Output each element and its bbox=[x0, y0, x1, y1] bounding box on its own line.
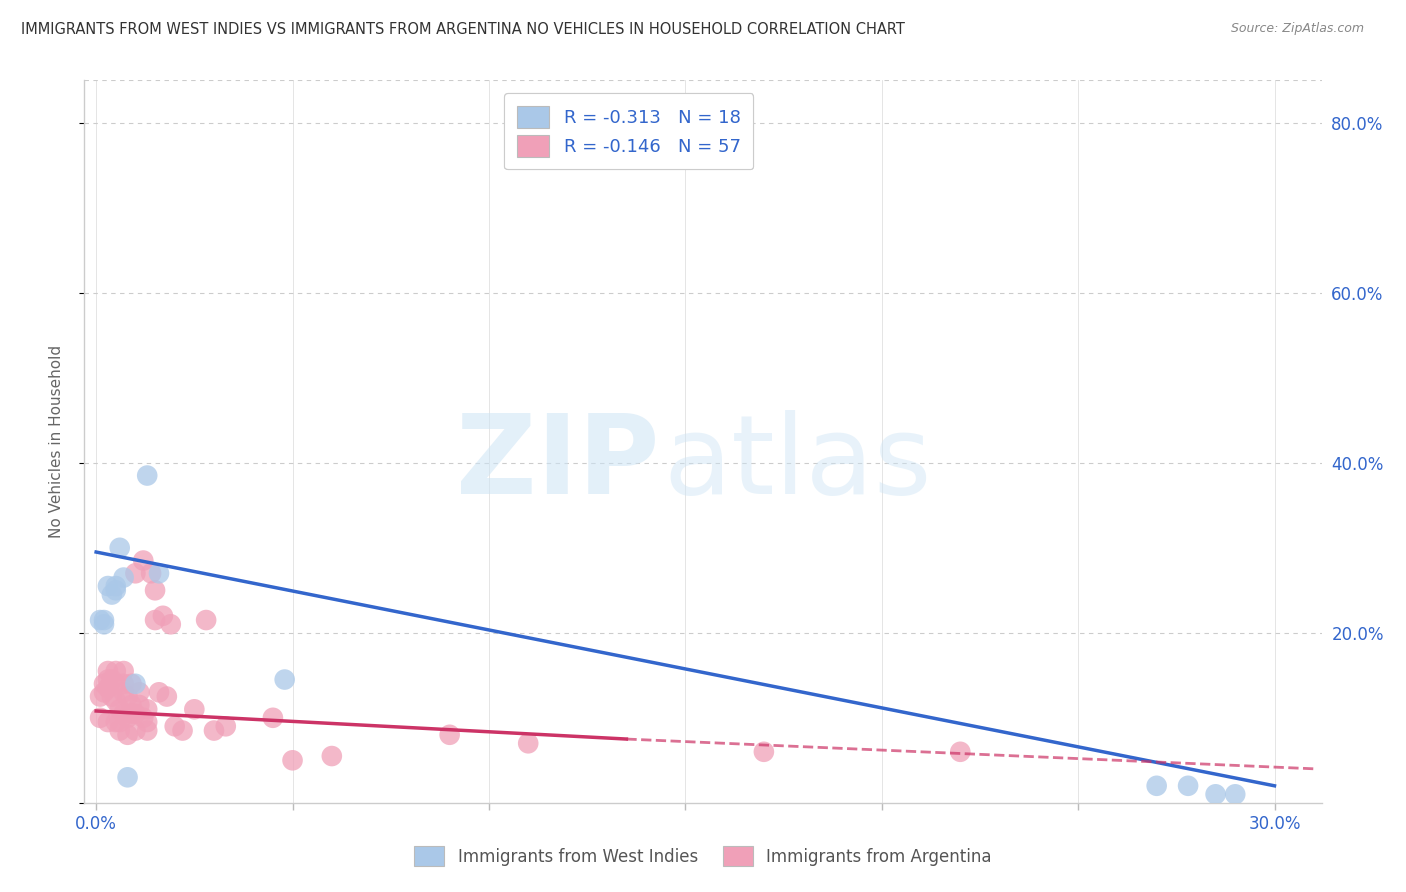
Point bbox=[97, 664, 120, 678]
Point bbox=[93, 685, 115, 699]
Point bbox=[949, 745, 972, 759]
Point bbox=[93, 617, 115, 632]
Point bbox=[101, 588, 124, 602]
Point bbox=[101, 673, 124, 687]
Point bbox=[148, 685, 170, 699]
Point bbox=[143, 583, 166, 598]
Point bbox=[104, 579, 127, 593]
Point bbox=[132, 553, 155, 567]
Point bbox=[439, 728, 461, 742]
Point bbox=[97, 579, 120, 593]
Point bbox=[121, 698, 143, 712]
Point bbox=[172, 723, 194, 738]
Point bbox=[124, 677, 146, 691]
Y-axis label: No Vehicles in Household: No Vehicles in Household bbox=[49, 345, 63, 538]
Point bbox=[117, 690, 139, 704]
Point bbox=[112, 677, 135, 691]
Point bbox=[215, 719, 238, 733]
Point bbox=[104, 583, 127, 598]
Point bbox=[93, 677, 115, 691]
Point bbox=[97, 681, 120, 695]
Point bbox=[108, 702, 131, 716]
Point bbox=[152, 608, 174, 623]
Legend: R = -0.313   N = 18, R = -0.146   N = 57: R = -0.313 N = 18, R = -0.146 N = 57 bbox=[505, 93, 754, 169]
Point bbox=[517, 736, 540, 750]
Point bbox=[262, 711, 284, 725]
Point bbox=[121, 677, 143, 691]
Point bbox=[97, 673, 120, 687]
Point bbox=[124, 723, 146, 738]
Point bbox=[1177, 779, 1199, 793]
Point bbox=[93, 613, 115, 627]
Point bbox=[104, 694, 127, 708]
Point bbox=[159, 617, 181, 632]
Point bbox=[112, 706, 135, 721]
Point bbox=[143, 613, 166, 627]
Point bbox=[183, 702, 205, 716]
Text: Source: ZipAtlas.com: Source: ZipAtlas.com bbox=[1230, 22, 1364, 36]
Point bbox=[1205, 787, 1227, 801]
Point bbox=[117, 770, 139, 784]
Point bbox=[89, 711, 111, 725]
Point bbox=[112, 570, 135, 584]
Point bbox=[321, 749, 343, 764]
Point bbox=[124, 706, 146, 721]
Point bbox=[195, 613, 218, 627]
Point bbox=[112, 664, 135, 678]
Legend: Immigrants from West Indies, Immigrants from Argentina: Immigrants from West Indies, Immigrants … bbox=[406, 838, 1000, 875]
Point bbox=[117, 728, 139, 742]
Point bbox=[128, 698, 150, 712]
Point bbox=[124, 566, 146, 581]
Point bbox=[104, 714, 127, 729]
Point bbox=[108, 723, 131, 738]
Point bbox=[202, 723, 225, 738]
Point bbox=[752, 745, 775, 759]
Point bbox=[128, 685, 150, 699]
Point bbox=[281, 753, 304, 767]
Point bbox=[148, 566, 170, 581]
Point bbox=[1146, 779, 1168, 793]
Point bbox=[101, 690, 124, 704]
Point bbox=[136, 723, 159, 738]
Text: atlas: atlas bbox=[664, 409, 932, 516]
Point bbox=[136, 468, 159, 483]
Point bbox=[121, 706, 143, 721]
Point bbox=[89, 613, 111, 627]
Point bbox=[108, 541, 131, 555]
Point bbox=[132, 711, 155, 725]
Point bbox=[97, 714, 120, 729]
Point bbox=[1225, 787, 1247, 801]
Point bbox=[117, 711, 139, 725]
Point bbox=[136, 702, 159, 716]
Point bbox=[104, 664, 127, 678]
Point bbox=[156, 690, 179, 704]
Point bbox=[108, 714, 131, 729]
Point bbox=[139, 566, 162, 581]
Point bbox=[273, 673, 295, 687]
Point bbox=[89, 690, 111, 704]
Point bbox=[136, 714, 159, 729]
Point bbox=[104, 677, 127, 691]
Point bbox=[112, 685, 135, 699]
Text: IMMIGRANTS FROM WEST INDIES VS IMMIGRANTS FROM ARGENTINA NO VEHICLES IN HOUSEHOL: IMMIGRANTS FROM WEST INDIES VS IMMIGRANT… bbox=[21, 22, 905, 37]
Text: ZIP: ZIP bbox=[457, 409, 659, 516]
Point bbox=[163, 719, 186, 733]
